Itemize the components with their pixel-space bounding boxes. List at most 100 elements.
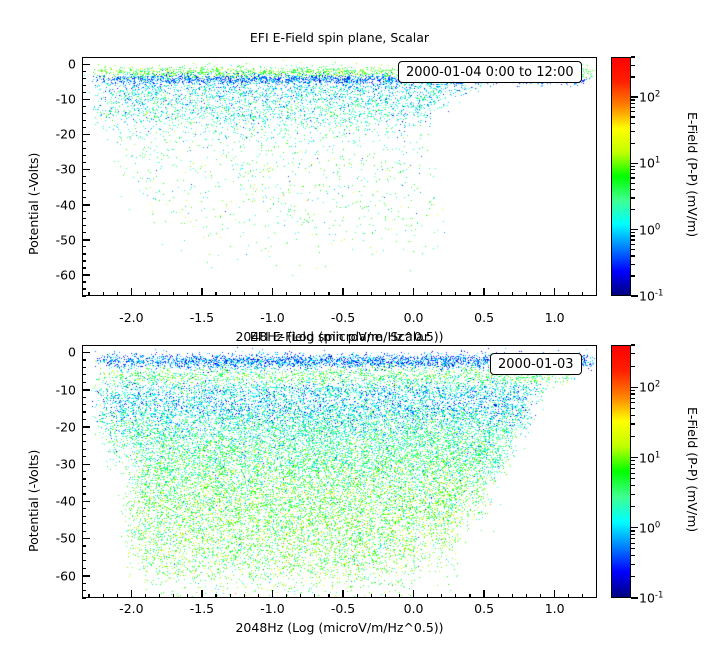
x-tick-mark [201,590,203,598]
colorbar-minor-tick-mark [631,563,635,566]
x-tick-mark [553,288,556,296]
colorbar-tick-mark [631,456,638,459]
y-minor-tick-mark [82,211,86,213]
colorbar-minor-tick-mark [631,555,635,557]
y-minor-tick-mark [82,232,86,234]
colorbar-minor-tick-mark [631,275,635,277]
x-minor-tick-mark [102,594,104,598]
colorbar-minor-tick-mark [631,576,635,578]
y-minor-tick-mark [82,246,86,248]
x-minor-tick-mark [257,292,259,296]
y-tick-mark [82,168,90,171]
y-tick-mark [82,537,90,540]
legend-bottom[interactable]: 2000-01-03 [490,353,582,375]
y-minor-tick-mark [82,485,86,488]
y-tick-mark [82,500,90,503]
x-minor-tick-mark [525,292,528,296]
y-tick-label: -50 [55,530,76,546]
colorbar-minor-tick-mark [631,209,635,211]
y-tick-mark [82,133,90,136]
x-tick-mark [342,288,344,296]
y-minor-tick-mark [82,176,86,178]
x-minor-tick-mark [159,292,161,296]
x-minor-tick-mark [539,594,542,598]
y-minor-tick-mark [82,515,86,517]
x-minor-tick-mark [257,594,259,598]
colorbar-minor-tick-mark [631,172,635,175]
colorbar-tick-label: 102 [639,89,661,105]
colorbar-minor-tick-mark [631,99,635,101]
colorbar-minor-tick-mark [631,472,635,474]
colorbar-minor-tick-mark [631,353,635,355]
x-tick-mark [483,288,485,296]
y-minor-tick-mark [82,456,86,458]
x-tick-mark [412,288,415,296]
scatter-points-bottom [83,346,596,597]
x-minor-tick-mark [187,594,189,598]
y-minor-tick-mark [82,552,86,555]
colorbar-minor-tick-mark [631,463,635,465]
x-minor-tick-mark [243,292,245,296]
y-minor-tick-mark [82,183,86,185]
y-minor-tick-mark [82,281,86,283]
colorbar-minor-tick-mark [631,165,635,167]
y-minor-tick-mark [82,70,86,72]
x-minor-tick-mark [398,292,401,296]
colorbar-minor-tick-mark [631,467,635,469]
y-minor-tick-mark [82,77,86,79]
x-minor-tick-mark [356,292,358,296]
y-minor-tick-mark [82,154,86,157]
y-tick-mark [82,63,90,65]
x-tick-label: 0.5 [474,601,495,616]
y-tick-label: -30 [55,161,76,177]
colorbar-minor-tick-mark [631,414,635,416]
colorbar-minor-tick-mark [631,232,635,234]
colorbar-minor-tick-mark [631,365,635,367]
y-minor-tick-mark [82,140,86,143]
y-minor-tick-mark [82,523,86,525]
x-minor-tick-mark [116,292,118,296]
x-minor-tick-mark [384,292,386,296]
x-minor-tick-mark [187,292,189,296]
colorbar-minor-tick-mark [631,131,635,133]
y-tick-label: -20 [55,419,76,435]
x-tick-mark [412,590,415,598]
x-minor-tick-mark [215,594,217,598]
x-minor-tick-mark [215,292,217,296]
y-minor-tick-mark [82,441,86,443]
colorbar-minor-tick-mark [631,56,635,58]
colorbar-minor-tick-mark [631,249,635,251]
y-tick-label: -50 [55,232,76,248]
y-minor-tick-mark [82,288,86,290]
colorbar-minor-tick-mark [631,197,635,199]
x-tick-label: -0.5 [330,601,356,616]
colorbar-minor-tick-mark [631,533,635,536]
colorbar-minor-tick-mark [631,493,635,495]
x-minor-tick-mark [455,594,457,598]
y-tick-label: -40 [55,493,76,509]
y-tick-label: -60 [55,267,76,283]
colorbar-minor-tick-mark [631,263,635,265]
y-minor-tick-mark [82,448,86,450]
x-minor-tick-mark [144,594,147,598]
x-minor-tick-mark [88,594,90,598]
colorbar-minor-tick-mark [631,122,635,124]
colorbar-minor-tick-mark [631,435,635,437]
y-minor-tick-mark [82,253,86,255]
y-minor-tick-mark [82,359,86,361]
y-minor-tick-mark [82,91,86,93]
y-minor-tick-mark [82,508,86,510]
x-minor-tick-mark [398,594,401,598]
x-tick-label: 1.0 [544,601,565,616]
colorbar-minor-tick-mark [631,402,635,404]
colorbar-minor-tick-mark [631,389,635,392]
y-minor-tick-mark [82,582,86,584]
x-minor-tick-mark [173,292,175,296]
x-minor-tick-mark [511,594,513,598]
x-tick-label: 0.0 [403,310,424,325]
legend-top[interactable]: 2000-01-04 0:00 to 12:00 [398,61,582,83]
x-minor-tick-mark [511,292,513,296]
x-minor-tick-mark [243,594,245,598]
x-tick-label: 0.5 [474,310,495,325]
x-minor-tick-mark [441,292,443,296]
